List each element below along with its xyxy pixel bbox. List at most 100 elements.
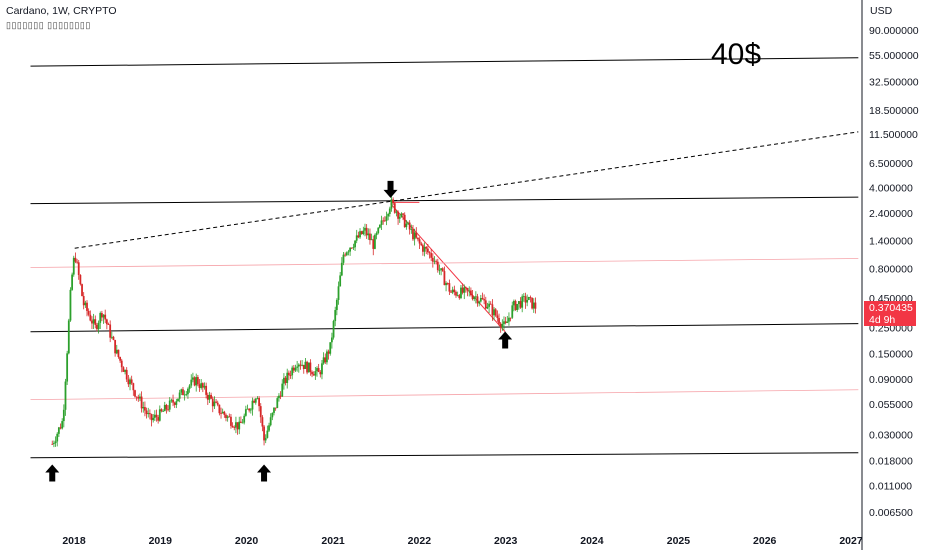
candle-body — [451, 289, 454, 293]
candle-body — [342, 254, 345, 263]
x-tick-label: 2018 — [62, 535, 86, 547]
y-tick-label: 0.011000 — [869, 480, 912, 492]
candle-body — [273, 407, 275, 413]
candle-body — [129, 379, 131, 385]
candle-body — [140, 396, 143, 409]
candle-body — [87, 310, 90, 315]
candle-body — [526, 299, 529, 303]
candle-body — [357, 235, 360, 238]
candle-body — [334, 310, 337, 322]
candle-body — [182, 389, 184, 396]
candle-body — [309, 362, 312, 372]
candle-body — [483, 299, 486, 301]
candle-body — [269, 417, 272, 426]
candle-body — [104, 314, 107, 320]
candle-body — [251, 400, 254, 410]
candle-body — [135, 396, 138, 398]
candle-body — [254, 398, 257, 403]
candles-layer — [51, 196, 537, 448]
candle-body — [124, 369, 126, 372]
candle-body — [529, 296, 532, 298]
trendline[interactable] — [30, 323, 859, 333]
candle-body — [145, 410, 148, 415]
candle-body — [284, 377, 287, 383]
candle-body — [69, 289, 72, 321]
candle-body — [506, 321, 509, 323]
candle-body — [177, 398, 179, 402]
candle-body — [66, 353, 69, 382]
trendline[interactable] — [74, 131, 859, 249]
candle-body — [286, 372, 289, 383]
candle-body — [236, 422, 239, 430]
x-tick-label: 2025 — [667, 535, 691, 547]
candle-body — [201, 383, 204, 388]
candle-body — [382, 220, 385, 222]
trendline[interactable] — [30, 196, 859, 205]
candle-body — [350, 247, 353, 249]
candle-body — [460, 287, 462, 299]
candle-body — [312, 374, 315, 376]
candle-body — [316, 368, 318, 372]
candle-body — [110, 336, 113, 338]
candle-body — [57, 427, 60, 434]
candle-body — [433, 260, 436, 262]
candle-body — [301, 364, 304, 366]
candle-body — [403, 214, 406, 228]
candle-body — [51, 443, 54, 445]
candle-body — [162, 411, 165, 412]
y-tick-label: 1.400000 — [869, 235, 913, 247]
target-annotation: 40$ — [711, 38, 762, 71]
candle-body — [76, 261, 78, 263]
candle-body — [400, 213, 403, 217]
candle-body — [155, 414, 158, 418]
y-axis-ticks: 90.000000 55.000000 32.500000 18.500000 11.5… — [869, 25, 919, 519]
candle-body — [102, 314, 105, 318]
candle-body — [231, 425, 234, 428]
candle-body — [105, 319, 108, 325]
candle-body — [430, 253, 433, 258]
candle-body — [390, 199, 393, 209]
candle-body — [517, 301, 520, 304]
candle-body — [345, 252, 348, 256]
candle-body — [72, 257, 75, 275]
y-tick-label: 2.400000 — [869, 208, 913, 220]
candle-body — [532, 302, 535, 309]
candle-body — [441, 268, 444, 272]
x-tick-label: 2020 — [235, 535, 259, 547]
candle-body — [410, 229, 413, 231]
candle-body — [53, 443, 55, 445]
y-tick-label: 55.000000 — [869, 50, 919, 62]
candle-body — [420, 243, 423, 246]
candle-body — [183, 394, 186, 396]
y-tick-label: 0.150000 — [869, 348, 913, 360]
candle-body — [96, 324, 98, 330]
candle-body — [203, 385, 206, 388]
candle-body — [158, 409, 161, 421]
candle-body — [221, 411, 224, 414]
candle-body — [335, 299, 338, 311]
candle-body — [263, 426, 265, 441]
candle-body — [81, 284, 83, 297]
trendline[interactable] — [30, 452, 859, 459]
candle-body — [332, 321, 335, 338]
x-tick-label: 2023 — [494, 535, 518, 547]
trendline[interactable] — [30, 57, 859, 67]
candle-body — [478, 301, 481, 304]
trendlines-layer — [30, 57, 859, 459]
y-tick-label: 90.000000 — [869, 25, 919, 37]
trendline[interactable] — [30, 258, 859, 268]
candle-body — [249, 409, 252, 411]
candle-body — [160, 409, 163, 412]
candle-body — [253, 400, 256, 403]
candle-body — [283, 377, 285, 384]
candle-body — [450, 291, 452, 293]
candle-body — [297, 364, 300, 367]
candle-body — [455, 292, 457, 296]
trendline[interactable] — [30, 389, 859, 401]
candle-body — [395, 211, 398, 213]
candle-body — [311, 371, 313, 375]
candle-body — [99, 313, 102, 323]
candle-body — [392, 199, 395, 204]
candle-body — [473, 297, 476, 300]
